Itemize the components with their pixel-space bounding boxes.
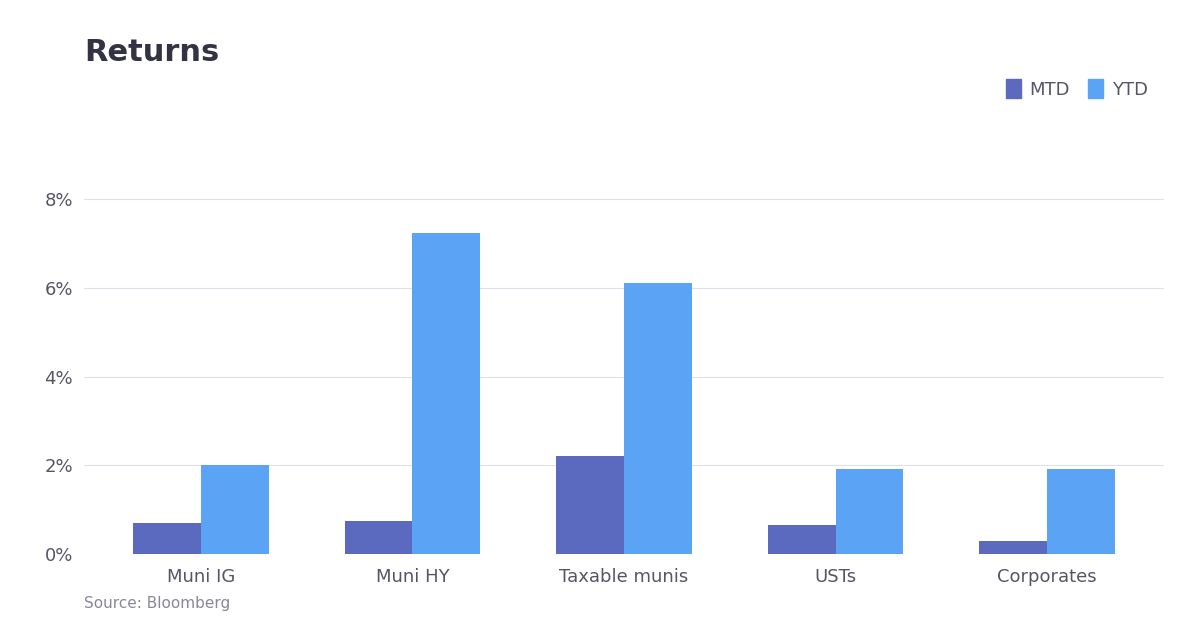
Bar (624, 283, 691, 554)
Legend: MTD, YTD: MTD, YTD (1000, 72, 1154, 106)
Bar (1048, 469, 1115, 554)
Text: Returns: Returns (84, 38, 220, 67)
Bar (200, 465, 269, 554)
Bar (768, 525, 835, 554)
Bar (557, 455, 624, 554)
Bar (979, 541, 1048, 554)
Bar (133, 524, 200, 554)
Bar (413, 233, 480, 554)
Bar (835, 469, 904, 554)
Text: Source: Bloomberg: Source: Bloomberg (84, 596, 230, 611)
Bar (344, 521, 413, 554)
